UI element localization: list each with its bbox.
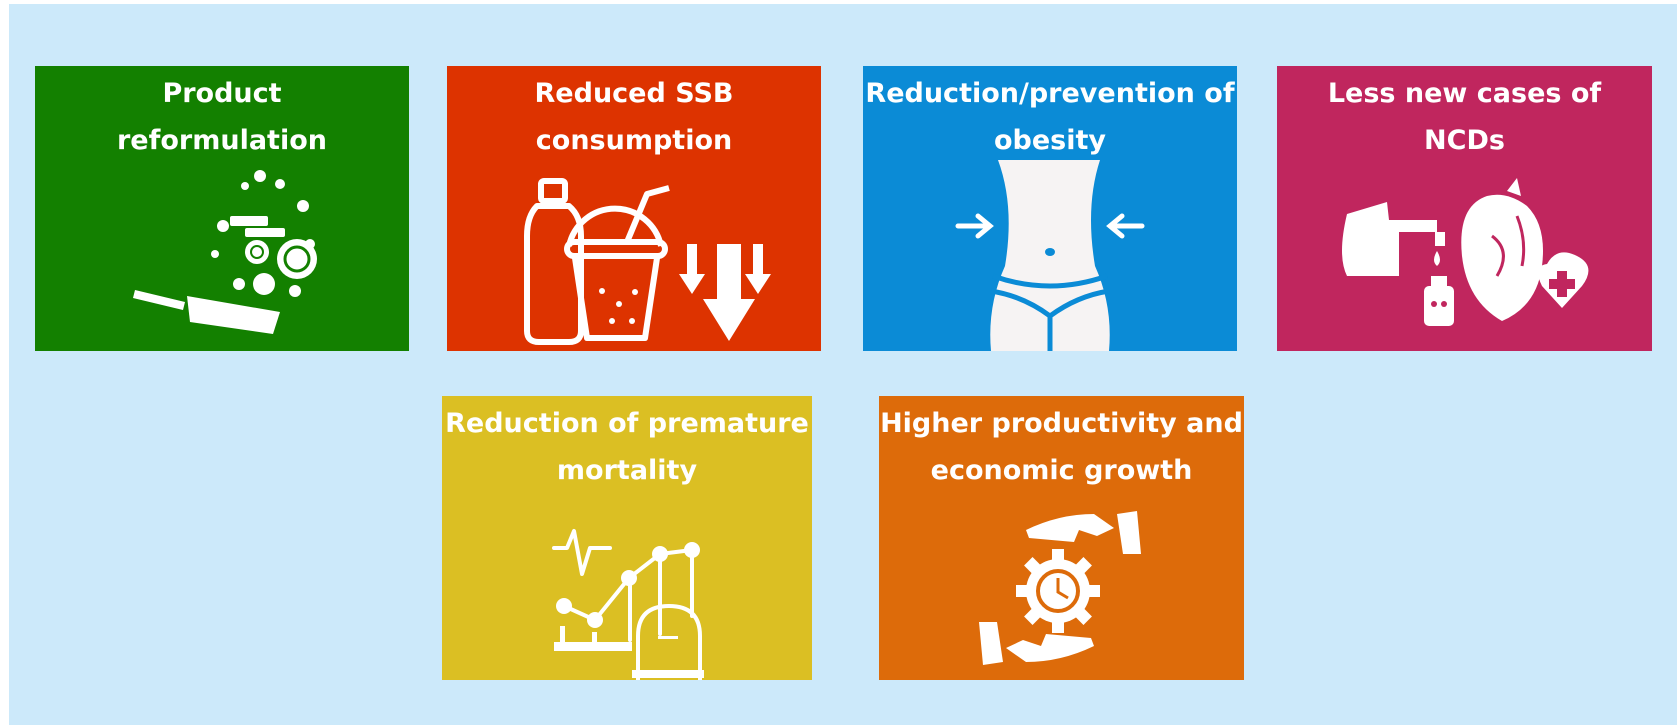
tile: Higher productivity and economic growth: [879, 396, 1244, 680]
productivity-icon: [879, 396, 1244, 680]
tile: Reduction/prevention of obesity: [863, 66, 1237, 351]
tile: Reduction of premature mortality: [442, 396, 812, 680]
tile: Product reformulation: [35, 66, 409, 351]
waist-icon: [863, 66, 1237, 351]
ncd-icon: [1277, 66, 1652, 351]
tile: Less new cases of NCDs: [1277, 66, 1652, 351]
tile: Reduced SSB consumption: [447, 66, 821, 351]
food-pan-icon: [35, 66, 409, 351]
drinks-icon: [447, 66, 821, 351]
mortality-icon: [442, 396, 812, 680]
